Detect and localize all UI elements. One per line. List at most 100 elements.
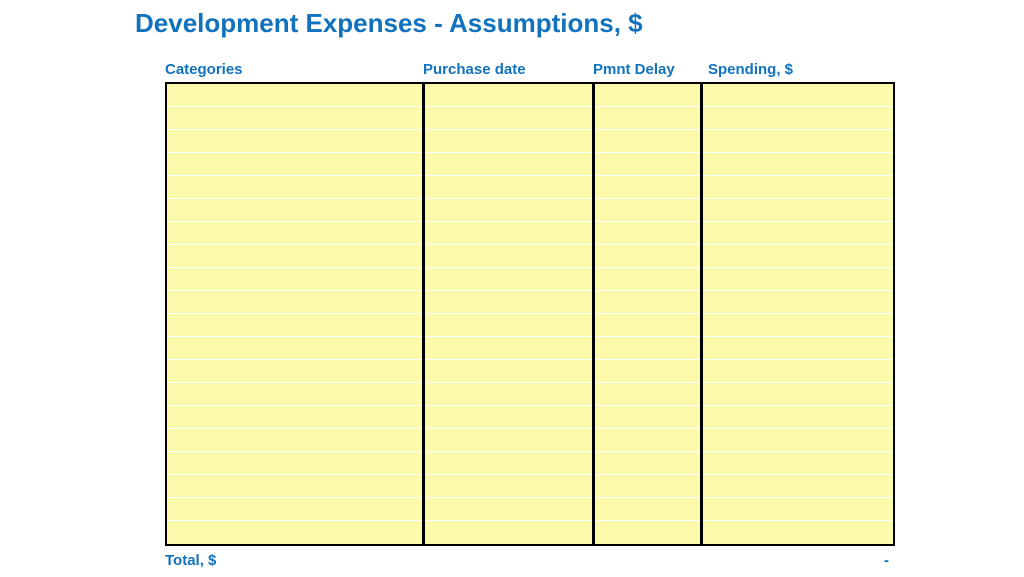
cell-spending[interactable] <box>700 521 893 544</box>
cell-purchase_date[interactable] <box>422 498 592 521</box>
cell-categories[interactable] <box>167 521 422 544</box>
cell-categories[interactable] <box>167 291 422 314</box>
table-row <box>167 245 893 268</box>
cell-categories[interactable] <box>167 84 422 107</box>
table-row <box>167 84 893 107</box>
cell-purchase_date[interactable] <box>422 452 592 475</box>
cell-purchase_date[interactable] <box>422 406 592 429</box>
cell-pmnt_delay[interactable] <box>592 84 700 107</box>
cell-purchase_date[interactable] <box>422 429 592 452</box>
cell-pmnt_delay[interactable] <box>592 314 700 337</box>
cell-purchase_date[interactable] <box>422 84 592 107</box>
column-header-spending: Spending, $ <box>708 61 895 78</box>
cell-spending[interactable] <box>700 337 893 360</box>
cell-pmnt_delay[interactable] <box>592 245 700 268</box>
cell-purchase_date[interactable] <box>422 521 592 544</box>
cell-spending[interactable] <box>700 107 893 130</box>
cell-spending[interactable] <box>700 406 893 429</box>
cell-purchase_date[interactable] <box>422 130 592 153</box>
column-header-pmnt-delay: Pmnt Delay <box>593 61 708 78</box>
spreadsheet-container: Development Expenses - Assumptions, $ Ca… <box>135 8 895 569</box>
cell-purchase_date[interactable] <box>422 291 592 314</box>
cell-categories[interactable] <box>167 360 422 383</box>
cell-pmnt_delay[interactable] <box>592 429 700 452</box>
cell-spending[interactable] <box>700 245 893 268</box>
cell-purchase_date[interactable] <box>422 199 592 222</box>
cell-pmnt_delay[interactable] <box>592 153 700 176</box>
cell-spending[interactable] <box>700 222 893 245</box>
cell-purchase_date[interactable] <box>422 383 592 406</box>
cell-categories[interactable] <box>167 406 422 429</box>
cell-categories[interactable] <box>167 314 422 337</box>
cell-purchase_date[interactable] <box>422 337 592 360</box>
cell-categories[interactable] <box>167 337 422 360</box>
table-row <box>167 291 893 314</box>
table-row <box>167 475 893 498</box>
column-divider <box>592 84 595 544</box>
cell-purchase_date[interactable] <box>422 245 592 268</box>
total-label: Total, $ <box>165 552 216 569</box>
table-row <box>167 130 893 153</box>
cell-purchase_date[interactable] <box>422 176 592 199</box>
table-row <box>167 383 893 406</box>
cell-categories[interactable] <box>167 475 422 498</box>
cell-purchase_date[interactable] <box>422 107 592 130</box>
cell-spending[interactable] <box>700 268 893 291</box>
cell-categories[interactable] <box>167 383 422 406</box>
cell-spending[interactable] <box>700 176 893 199</box>
cell-spending[interactable] <box>700 291 893 314</box>
cell-pmnt_delay[interactable] <box>592 521 700 544</box>
cell-pmnt_delay[interactable] <box>592 452 700 475</box>
cell-pmnt_delay[interactable] <box>592 268 700 291</box>
table-row <box>167 452 893 475</box>
cell-categories[interactable] <box>167 498 422 521</box>
cell-spending[interactable] <box>700 84 893 107</box>
cell-spending[interactable] <box>700 153 893 176</box>
cell-spending[interactable] <box>700 383 893 406</box>
cell-pmnt_delay[interactable] <box>592 199 700 222</box>
cell-pmnt_delay[interactable] <box>592 107 700 130</box>
cell-spending[interactable] <box>700 314 893 337</box>
cell-categories[interactable] <box>167 245 422 268</box>
cell-categories[interactable] <box>167 429 422 452</box>
table-body <box>165 82 895 546</box>
cell-pmnt_delay[interactable] <box>592 176 700 199</box>
cell-pmnt_delay[interactable] <box>592 498 700 521</box>
cell-categories[interactable] <box>167 153 422 176</box>
column-divider <box>700 84 703 544</box>
cell-purchase_date[interactable] <box>422 475 592 498</box>
cell-purchase_date[interactable] <box>422 268 592 291</box>
cell-purchase_date[interactable] <box>422 222 592 245</box>
cell-pmnt_delay[interactable] <box>592 337 700 360</box>
cell-pmnt_delay[interactable] <box>592 130 700 153</box>
cell-spending[interactable] <box>700 452 893 475</box>
cell-categories[interactable] <box>167 452 422 475</box>
cell-spending[interactable] <box>700 199 893 222</box>
cell-categories[interactable] <box>167 199 422 222</box>
cell-spending[interactable] <box>700 130 893 153</box>
cell-pmnt_delay[interactable] <box>592 291 700 314</box>
cell-spending[interactable] <box>700 498 893 521</box>
cell-purchase_date[interactable] <box>422 153 592 176</box>
cell-categories[interactable] <box>167 222 422 245</box>
cell-categories[interactable] <box>167 107 422 130</box>
cell-categories[interactable] <box>167 268 422 291</box>
footer-row: Total, $ - <box>165 552 895 569</box>
cell-spending[interactable] <box>700 475 893 498</box>
cell-spending[interactable] <box>700 429 893 452</box>
cell-purchase_date[interactable] <box>422 314 592 337</box>
table-row <box>167 222 893 245</box>
cell-spending[interactable] <box>700 360 893 383</box>
cell-purchase_date[interactable] <box>422 360 592 383</box>
cell-pmnt_delay[interactable] <box>592 406 700 429</box>
cell-pmnt_delay[interactable] <box>592 475 700 498</box>
table-row <box>167 176 893 199</box>
cell-pmnt_delay[interactable] <box>592 360 700 383</box>
cell-categories[interactable] <box>167 176 422 199</box>
cell-categories[interactable] <box>167 130 422 153</box>
cell-pmnt_delay[interactable] <box>592 383 700 406</box>
table-row <box>167 406 893 429</box>
cell-pmnt_delay[interactable] <box>592 222 700 245</box>
table-row <box>167 153 893 176</box>
table-row <box>167 360 893 383</box>
